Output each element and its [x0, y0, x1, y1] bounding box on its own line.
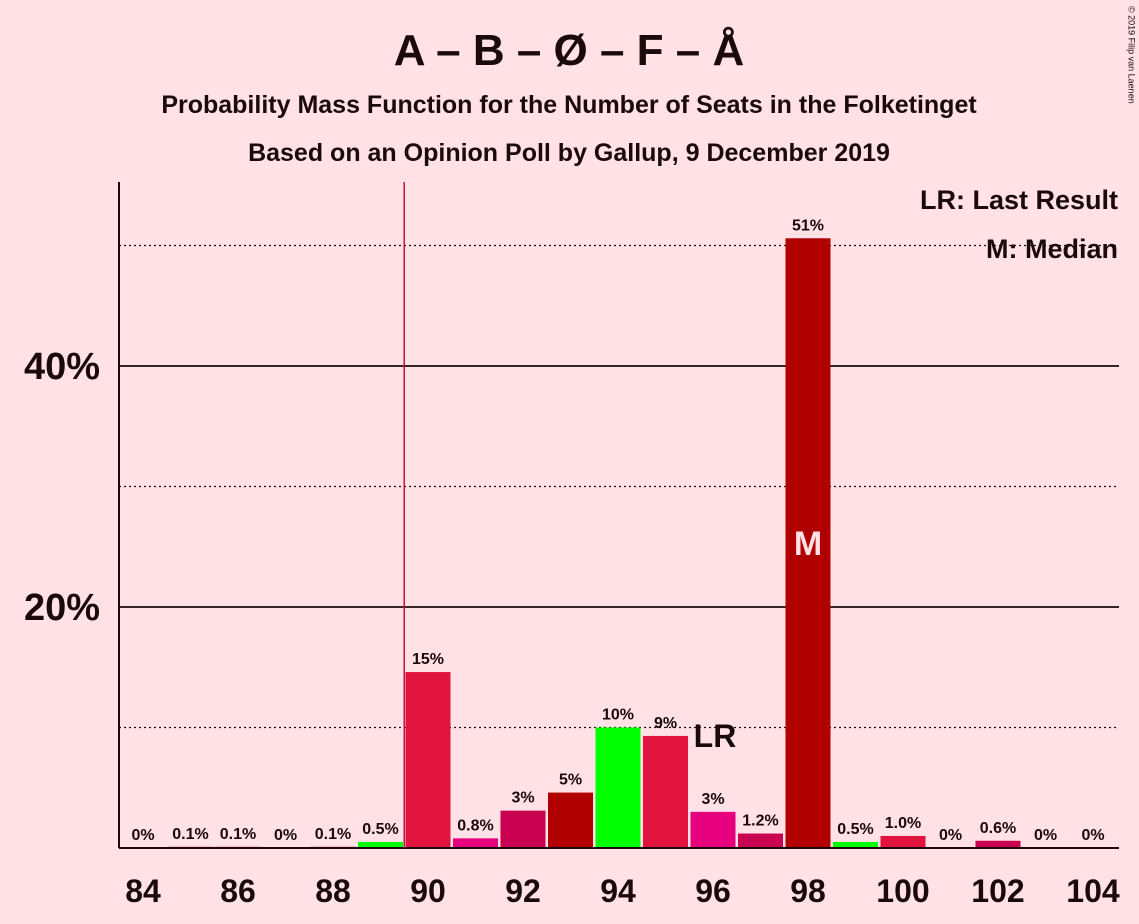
bar-seats-97: [738, 833, 783, 848]
bar-value-label: 0.5%: [837, 821, 873, 838]
x-tick-label: 90: [410, 873, 446, 909]
bar-value-label: 9%: [654, 715, 677, 732]
bar-value-label: 10%: [602, 707, 634, 724]
x-tick-label: 100: [876, 873, 929, 909]
chart-title: A – B – Ø – F – Å: [394, 26, 744, 75]
bar-seats-89: [358, 841, 403, 848]
y-tick-label: 40%: [24, 346, 100, 388]
bar-seats-96: [690, 811, 736, 848]
y-tick-label: 20%: [24, 587, 100, 629]
y-tick-labels: 20% 40%: [24, 346, 100, 629]
x-tick-label: 88: [315, 873, 351, 909]
bar-value-label: 0.6%: [980, 820, 1016, 837]
x-tick-label: 86: [220, 873, 256, 909]
x-tick-label: 92: [505, 873, 541, 909]
bar-seats-91: [453, 838, 498, 848]
x-tick-label: 104: [1066, 873, 1120, 909]
bar-value-label: 3%: [701, 791, 724, 808]
bar-value-label: 0.8%: [457, 817, 493, 834]
legend-median: M: Median: [986, 234, 1118, 264]
bar-seats-90: [405, 672, 451, 848]
x-tick-label: 94: [600, 873, 636, 909]
bar-labels: 0% 0.1% 0.1% 0% 0.1% 0.5% 15% 0.8% 3% 5% 10% 9% 3% 1.…: [131, 217, 1104, 844]
axes: [118, 182, 1119, 849]
bar-value-label: 0%: [939, 827, 962, 844]
x-tick-label: 84: [125, 873, 161, 909]
bar-value-label: 5%: [559, 772, 582, 789]
bar-value-label: 0.5%: [362, 821, 398, 838]
x-tick-label: 96: [695, 873, 731, 909]
bar-seats-99: [833, 841, 878, 848]
bar-seats-100: [880, 835, 926, 848]
bar-seats-98: [785, 238, 831, 848]
bar-value-label: 0.1%: [220, 826, 256, 843]
bar-value-label: 0%: [131, 827, 154, 844]
bar-value-label: 0.1%: [315, 826, 351, 843]
last-result-marker: LR: [694, 718, 737, 754]
bar-value-label: 3%: [511, 790, 534, 807]
bar-value-label: 15%: [412, 651, 444, 668]
bar-value-label: 1.2%: [742, 813, 778, 830]
bar-value-label: 51%: [792, 217, 824, 234]
bar-value-label: 1.0%: [885, 815, 921, 832]
bar-value-label: 0%: [1081, 827, 1104, 844]
chart-subtitle-1: Probability Mass Function for the Number…: [161, 91, 977, 119]
bar-seats-93: [548, 792, 593, 848]
legend-last-result: LR: Last Result: [920, 185, 1118, 215]
chart-subtitle-2: Based on an Opinion Poll by Gallup, 9 De…: [248, 139, 890, 167]
bar-value-label: 0.1%: [172, 826, 208, 843]
copyright-text: © 2019 Filip van Laenen: [1127, 6, 1137, 104]
median-marker: M: [794, 525, 822, 563]
bar-seats-94: [595, 727, 641, 848]
bar-seats-102: [975, 840, 1021, 848]
bar-seats-95: [643, 735, 688, 848]
bar-value-label: 0%: [1034, 827, 1057, 844]
markers: LR M: [403, 182, 822, 848]
x-tick-label: 98: [790, 873, 826, 909]
x-tick-labels: 84 86 88 90 92 94 96 98 100 102 104: [125, 873, 1120, 909]
bar-seats-92: [500, 810, 546, 848]
gridlines: [119, 244, 1119, 729]
x-tick-label: 102: [971, 873, 1024, 909]
bars: [168, 238, 1021, 848]
bar-value-label: 0%: [274, 827, 297, 844]
